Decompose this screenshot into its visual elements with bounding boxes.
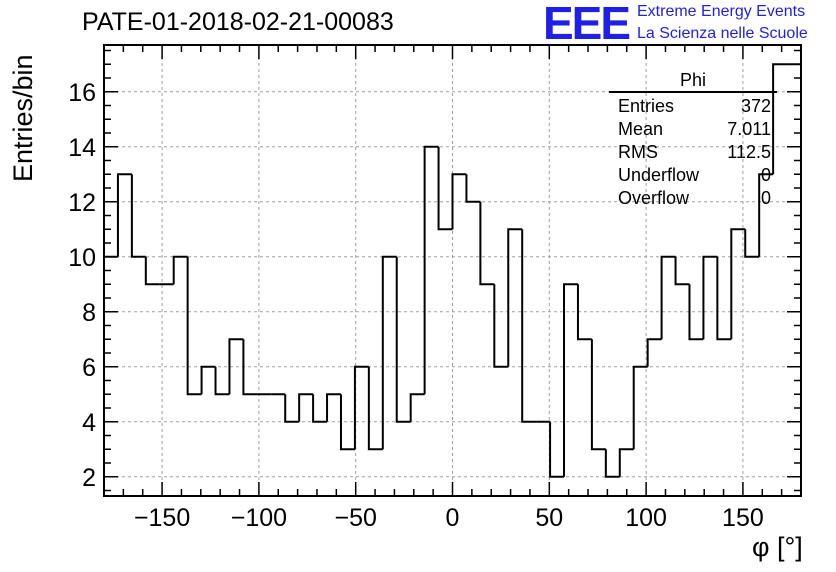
histogram-bin [116, 173, 132, 257]
y-tick-label: 8 [82, 299, 96, 327]
x-tick-label: −100 [231, 504, 287, 532]
histogram-bin [674, 256, 690, 286]
y-tick-label: 10 [68, 244, 96, 272]
histogram-bin [758, 173, 774, 257]
histogram-bin [702, 255, 718, 340]
histogram-bin [493, 284, 509, 368]
logo-line-2: La Scienza nelle Scuole [637, 25, 808, 42]
axis-ticks [103, 45, 802, 496]
stat-value: 0 [760, 188, 771, 208]
histogram-bin [172, 255, 188, 285]
histogram-bin [326, 393, 341, 422]
histogram-bin [688, 284, 704, 341]
histogram-bin [353, 365, 369, 450]
y-tick-label: 6 [82, 354, 96, 382]
histogram-bin [284, 394, 300, 423]
histogram-bin [409, 393, 425, 422]
histogram-bin [298, 393, 314, 422]
histogram-bin [479, 201, 495, 286]
histogram-bin [186, 256, 202, 396]
y-tick-label: 14 [68, 134, 96, 162]
histogram-bin [367, 366, 383, 451]
stats-title: Phi [609, 70, 777, 93]
stat-row-underflow: Underflow 0 [609, 164, 777, 187]
stat-row-mean: Mean 7.011 [609, 118, 777, 141]
histogram-bin [242, 339, 258, 396]
histogram-bin [130, 174, 146, 258]
stat-label: Entries [618, 96, 675, 116]
histogram-bin [604, 449, 620, 478]
tick-labels: −150 −100 −50 0 50 100 150 2 4 6 8 10 12 14 16 [68, 79, 764, 532]
y-axis-label: Entries/bin [8, 54, 38, 182]
histogram-bin [646, 338, 662, 367]
histogram-bin [465, 174, 481, 203]
histogram-bin [549, 421, 565, 478]
histogram-bin [423, 145, 439, 395]
stat-value: 112.5 [727, 142, 771, 162]
x-tick-label: −50 [334, 504, 376, 532]
histogram-bin [632, 365, 648, 450]
histogram-bin [395, 256, 411, 423]
histogram-bin [576, 284, 592, 341]
x-tick-label: 0 [446, 504, 460, 532]
x-axis-label: φ [°] [752, 532, 803, 562]
y-tick-label: 16 [68, 79, 96, 107]
histogram-bin [660, 255, 676, 340]
stat-row-entries: Entries 372 [609, 95, 777, 118]
histogram-bin [730, 228, 746, 340]
histogram-bin [103, 255, 118, 496]
histogram-bin [772, 63, 788, 175]
histogram-bin [563, 283, 578, 477]
histogram-bin [339, 394, 355, 451]
x-tick-label: −150 [134, 504, 190, 532]
histogram-bin [381, 255, 397, 450]
histogram-bin [507, 228, 523, 367]
histogram-bin [228, 338, 244, 395]
y-tick-label: 12 [68, 189, 96, 217]
x-tick-label: 100 [625, 504, 667, 532]
y-tick-label: 4 [82, 409, 96, 437]
histogram-bin [618, 448, 634, 477]
logo-line-1: Extreme Energy Events [637, 3, 806, 20]
histogram-bin [144, 256, 160, 286]
stat-value: 0 [760, 165, 771, 185]
histogram-bin [716, 256, 732, 341]
histogram-bin [521, 229, 537, 423]
x-tick-label: 150 [722, 504, 764, 532]
histogram-bin [214, 366, 230, 396]
histogram-bin [200, 365, 216, 395]
stat-label: Underflow [618, 165, 700, 185]
stat-row-rms: RMS 112.5 [609, 141, 777, 164]
stats-box: Phi Entries 372 Mean 7.011 RMS 112.5 Und… [609, 70, 777, 210]
y-tick-label: 2 [82, 464, 96, 492]
histogram-bin [437, 146, 453, 231]
stat-row-overflow: Overflow 0 [609, 187, 777, 210]
eee-logo: EEE [543, 0, 631, 49]
stat-label: Mean [618, 119, 664, 139]
chart-title: PATE-01-2018-02-21-00083 [82, 8, 394, 36]
stat-value: 372 [740, 96, 771, 116]
stat-label: Overflow [618, 188, 690, 208]
stat-label: RMS [618, 142, 658, 162]
histogram-bin [451, 173, 467, 230]
x-tick-label: 50 [535, 504, 563, 532]
stat-value: 7.011 [727, 119, 771, 139]
histogram-bin [744, 229, 760, 258]
histogram-series [103, 63, 801, 496]
histogram-bin [590, 339, 606, 451]
histogram-bin [312, 394, 328, 423]
